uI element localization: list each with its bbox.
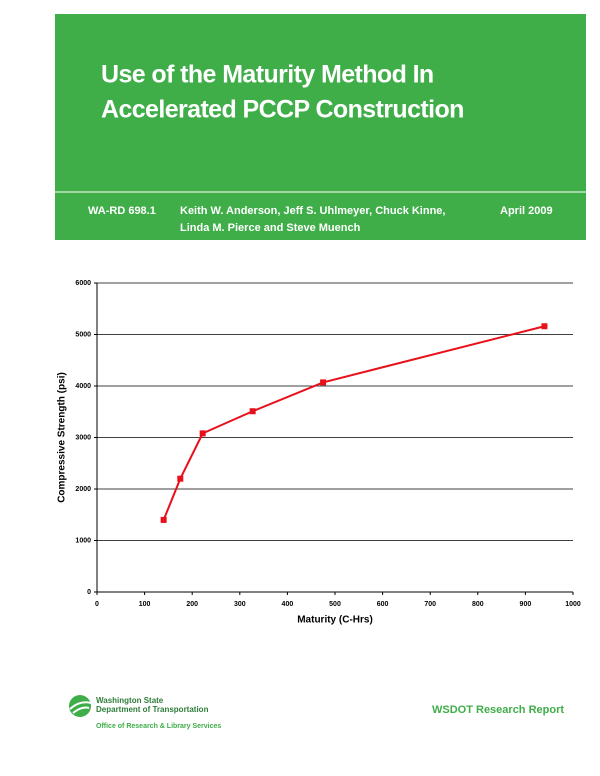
point [249,408,256,415]
authors-line: Keith W. Anderson, Jeff S. Uhlmeyer, Chu… [180,205,445,217]
series-title: WSDOT Research Report [432,704,564,716]
point [160,516,167,523]
x-tick-label: 700 [424,601,436,608]
x-tick-label: 600 [377,601,389,608]
report-date: April 2009 [500,205,553,217]
agency-line: Washington State [96,696,164,705]
series-line [162,325,545,521]
x-tick-label: 200 [186,601,198,608]
x-tick-label: 500 [329,601,341,608]
point [541,323,548,330]
x-tick-label: 900 [520,601,532,608]
x-tick-label: 400 [282,601,294,608]
title-line: Accelerated PCCP Construction [101,96,464,124]
office: Office of Research & Library Services [96,723,221,730]
title-line: Use of the Maturity Method In [101,61,434,89]
chart: 0 1000 2000 3000 4000 5000 6000 0 100 200 300 400 50… [57,280,581,626]
logo-swoosh [69,701,92,714]
x-tick-label: 300 [234,601,246,608]
y-tick-label: 4000 [75,383,91,390]
y-tick-label: 3000 [75,434,91,441]
point [320,379,327,386]
authors-line: Linda M. Pierce and Steve Muench [180,222,361,234]
report-number: WA-RD 698.1 [88,205,156,217]
y-tick-label: 1000 [75,537,91,544]
y-axis-label: Compressive Strength (psi) [57,372,68,503]
x-tick-label: 0 [95,601,99,608]
cover-band [55,14,586,240]
x-tick-label: 100 [139,601,151,608]
x-tick-label: 1000 [565,601,581,608]
y-tick-label: 6000 [75,280,91,287]
point [199,430,206,437]
x-tick-label: 800 [472,601,484,608]
y-tick-label: 5000 [75,331,91,338]
y-tick-label: 0 [87,589,91,596]
logo [69,695,92,717]
y-tick-label: 2000 [75,486,91,493]
point [177,475,184,482]
x-axis-label: Maturity (C-Hrs) [297,615,373,626]
agency-line: Department of Transportation [96,705,209,714]
